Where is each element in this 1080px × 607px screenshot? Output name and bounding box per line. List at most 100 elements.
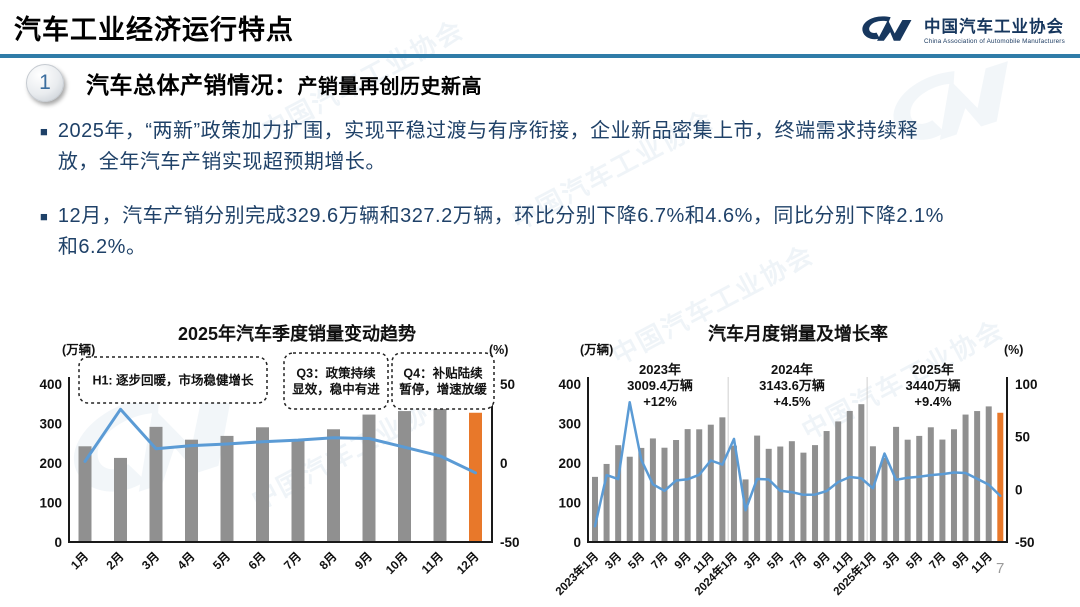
bullet-text: 12月，汽车产销分别完成329.6万辆和327.2万辆，环比分别下降6.7%和4… xyxy=(57,205,944,258)
bar xyxy=(603,463,610,542)
y-tick-left: 400 xyxy=(558,377,581,392)
logo-name-cn: 中国汽车工业协会 xyxy=(924,18,1064,36)
bar xyxy=(881,457,888,542)
bar xyxy=(469,412,482,542)
x-tick-label: 3月 xyxy=(880,550,902,572)
year-annotation-text: 2024年 xyxy=(771,362,813,377)
section-heading: 1 汽车总体产销情况： 产销量再创历史新高 xyxy=(26,64,482,102)
x-tick-label: 7月 xyxy=(927,550,949,572)
chart-title: 汽车月度销量及增长率 xyxy=(708,323,888,344)
x-tick-label: 4月 xyxy=(175,549,198,572)
y-tick-right: -50 xyxy=(500,535,520,550)
bar xyxy=(869,446,876,542)
y-tick-right: 50 xyxy=(1015,430,1030,445)
x-tick-label: 3月 xyxy=(139,549,162,572)
x-tick-label: 9月 xyxy=(672,550,694,572)
bar xyxy=(661,447,668,542)
bar xyxy=(673,440,680,542)
x-tick-label: 5月 xyxy=(210,549,233,572)
x-tick-label: 9月 xyxy=(811,550,833,572)
annotation-text: Q3：政策持续 xyxy=(296,366,376,381)
annotation-box xyxy=(78,356,268,404)
x-tick-label: 2月 xyxy=(104,549,127,572)
year-annotation-text: +9.4% xyxy=(914,394,952,409)
bar xyxy=(916,435,923,542)
x-tick-label: 11月 xyxy=(419,549,446,576)
bar xyxy=(777,446,784,542)
bar xyxy=(823,431,830,542)
bar xyxy=(149,426,163,542)
y-tick-left: 300 xyxy=(558,417,581,432)
bar xyxy=(291,439,305,542)
x-tick-label: 9月 xyxy=(352,549,375,572)
y-tick-left: 200 xyxy=(558,456,581,471)
y-right-unit: (%) xyxy=(489,343,508,357)
monthly-sales-chart: 汽车月度销量及增长率 (万辆) (%) 400 300 200 100 0 100 50 0 -50 2… xyxy=(552,323,1037,598)
y-tick-right: 0 xyxy=(1015,482,1023,497)
x-tick-label: 2023年1月 xyxy=(552,549,601,598)
y-tick-right: -50 xyxy=(1015,535,1035,550)
bar xyxy=(696,429,703,542)
y-tick-left: 0 xyxy=(54,535,62,550)
x-tick-label: 6月 xyxy=(246,549,269,572)
year-annotation-text: 2023年 xyxy=(639,362,681,377)
bullet-item: ■ 12月，汽车产销分别完成329.6万辆和327.2万辆，环比分别下降6.7%… xyxy=(40,201,1042,263)
bar xyxy=(893,426,900,542)
x-tick-label: 10月 xyxy=(383,549,411,577)
annotation-text: H1: 逐步回暖，市场稳健增长 xyxy=(92,373,254,388)
y-tick-left: 400 xyxy=(39,377,62,392)
bar xyxy=(78,446,92,542)
page-title: 汽车工业经济运行特点 xyxy=(14,15,294,45)
bar xyxy=(962,414,969,542)
bullet-text: 2025年，“两新”政策加力扩围，实现平稳过渡与有序衔接，企业新品密集上市，终端… xyxy=(57,120,919,173)
bar xyxy=(997,412,1004,542)
growth-line xyxy=(83,407,477,475)
page-number: 7 xyxy=(996,560,1005,577)
x-tick-label: 1月 xyxy=(68,549,91,572)
section-number-badge: 1 xyxy=(26,64,64,102)
caam-logo: 中国汽车工业协会 China Association of Automobile… xyxy=(858,12,1065,46)
bar xyxy=(939,439,946,542)
bar xyxy=(433,406,447,542)
year-annotation-text: 3440万辆 xyxy=(906,378,961,393)
x-tick-label: 12月 xyxy=(454,549,482,577)
year-annotation-text: 3143.6万辆 xyxy=(759,378,825,393)
bullet-item: ■ 2025年，“两新”政策加力扩围，实现平稳过渡与有序衔接，企业新品密集上市，… xyxy=(40,116,1042,178)
bar xyxy=(649,438,656,542)
y-tick-right: 0 xyxy=(500,456,508,471)
bar xyxy=(256,427,269,542)
x-tick-label: 11月 xyxy=(969,550,995,576)
year-annotation-text: 2025年 xyxy=(912,362,954,377)
bar xyxy=(684,429,691,542)
bar xyxy=(719,417,726,542)
chart-title: 2025年汽车季度销量变动趋势 xyxy=(178,323,416,344)
y-tick-left: 0 xyxy=(573,535,581,550)
bar xyxy=(220,435,234,542)
bullet-square-icon: ■ xyxy=(40,124,48,139)
bar xyxy=(707,424,714,542)
section-title: 汽车总体产销情况： 产销量再创历史新高 xyxy=(86,66,482,100)
quarterly-sales-chart: 2025年汽车季度销量变动趋势 (万辆) (%) 400 300 200 100 0 50 0 -5… xyxy=(39,323,520,577)
annotation-text: Q4：补贴陆续 xyxy=(403,366,483,381)
bar xyxy=(765,448,772,542)
bar xyxy=(730,445,737,542)
bar xyxy=(950,429,957,542)
bar xyxy=(615,445,622,542)
bar xyxy=(904,439,911,542)
x-tick-label: 5月 xyxy=(904,550,926,572)
x-tick-label: 5月 xyxy=(626,550,648,572)
bar xyxy=(362,414,376,542)
x-tick-label: 7月 xyxy=(788,550,810,572)
bar xyxy=(592,476,598,542)
bar xyxy=(974,411,981,542)
y-tick-right: 50 xyxy=(500,377,515,392)
x-tick-label: 9月 xyxy=(950,550,972,572)
year-annotation-text: +4.5% xyxy=(773,394,811,409)
y-tick-left: 100 xyxy=(558,496,581,511)
bar xyxy=(114,457,127,542)
y-tick-left: 200 xyxy=(39,456,62,471)
bar xyxy=(754,435,761,542)
bar xyxy=(626,456,633,542)
title-divider xyxy=(0,54,1080,58)
